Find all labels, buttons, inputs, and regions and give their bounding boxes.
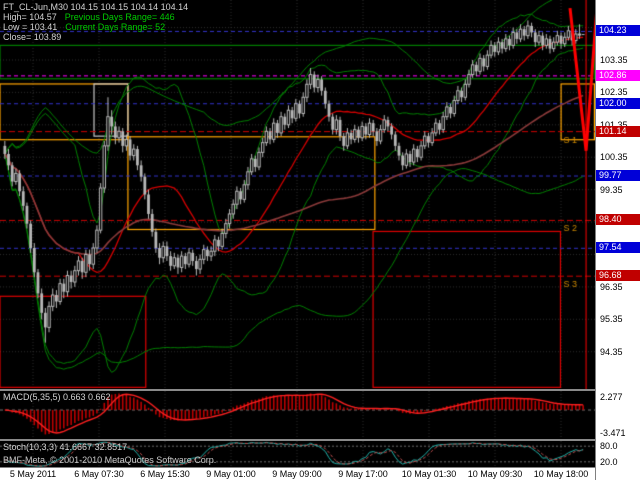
curr-days-range: Current Days Range= 52 <box>65 22 166 32</box>
price-tick-label: 102.35 <box>600 87 628 98</box>
price-tick-label: 100.35 <box>600 152 628 163</box>
stoch-panel-canvas[interactable] <box>0 441 595 467</box>
panel-separator[interactable] <box>0 389 640 391</box>
price-badge: 99.77 <box>596 170 640 182</box>
price-tick-label: 94.35 <box>600 346 623 357</box>
price-badge: 102.86 <box>596 69 640 81</box>
price-axis[interactable]: 103.35 102.35 101.35 100.35 99.35 96.35 95.35 9… <box>595 0 640 480</box>
price-tick-label: 95.35 <box>600 314 623 325</box>
time-axis-label: 6 May 07:30 <box>74 469 124 479</box>
price-tick-label: 101.35 <box>600 120 628 130</box>
ohlc-readout: FT_CL-Jun,M30 104.15 104.15 104.14 104.1… <box>3 2 189 12</box>
time-axis-label: 9 May 17:00 <box>338 469 388 479</box>
time-axis-label: 10 May 09:30 <box>467 469 523 479</box>
close-readout: Close= 103.89 <box>3 32 62 42</box>
price-tick-label: 96.35 <box>600 281 623 292</box>
main-chart-canvas[interactable] <box>0 0 595 389</box>
price-tick-label: 103.35 <box>600 54 628 65</box>
stoch-axis-lower: 20.0 <box>600 456 618 467</box>
time-axis-label: 10 May 01:30 <box>401 469 457 479</box>
time-axis-label: 6 May 15:30 <box>140 469 190 479</box>
stoch-indicator-label: Stoch(10,3,3) 41.6667 32.8517 <box>3 442 128 452</box>
high-value: High= 104.57 <box>3 12 57 22</box>
time-axis-label: 5 May 2011 <box>9 469 57 479</box>
panel-separator[interactable] <box>0 439 640 441</box>
low-value: Low = 103.41 <box>3 22 58 32</box>
time-axis[interactable]: 5 May 2011 6 May 07:30 6 May 15:30 9 May 01… <box>0 467 595 480</box>
low-range-line: Low = 103.41 Current Days Range= 52 <box>3 22 165 32</box>
copyright-text: BMF-Meta, © 2001-2010 MetaQuotes Softwar… <box>3 455 217 465</box>
time-axis-label: 9 May 09:00 <box>272 469 322 479</box>
time-axis-label: 9 May 01:00 <box>206 469 256 479</box>
macd-axis-max: 2.277 <box>600 392 623 402</box>
high-range-line: High= 104.57 Previous Days Range= 446 <box>3 12 175 22</box>
macd-panel-canvas[interactable] <box>0 391 595 439</box>
macd-axis-min: -3.471 <box>600 428 626 438</box>
price-badge: 96.68 <box>596 270 640 282</box>
price-badge: 98.40 <box>596 214 640 226</box>
price-badge: 97.54 <box>596 242 640 254</box>
price-badge: 102.00 <box>596 97 640 109</box>
macd-indicator-label: MACD(5,35,5) 0.663 0.662 <box>3 392 111 402</box>
price-tick-label: 99.35 <box>600 184 623 195</box>
price-badge: 101.14 <box>596 125 640 137</box>
stoch-axis-upper: 80.0 <box>600 441 618 452</box>
time-axis-label: 10 May 18:00 <box>533 469 589 479</box>
prev-days-range: Previous Days Range= 446 <box>64 12 175 22</box>
price-badge: 104.23 <box>596 25 640 37</box>
